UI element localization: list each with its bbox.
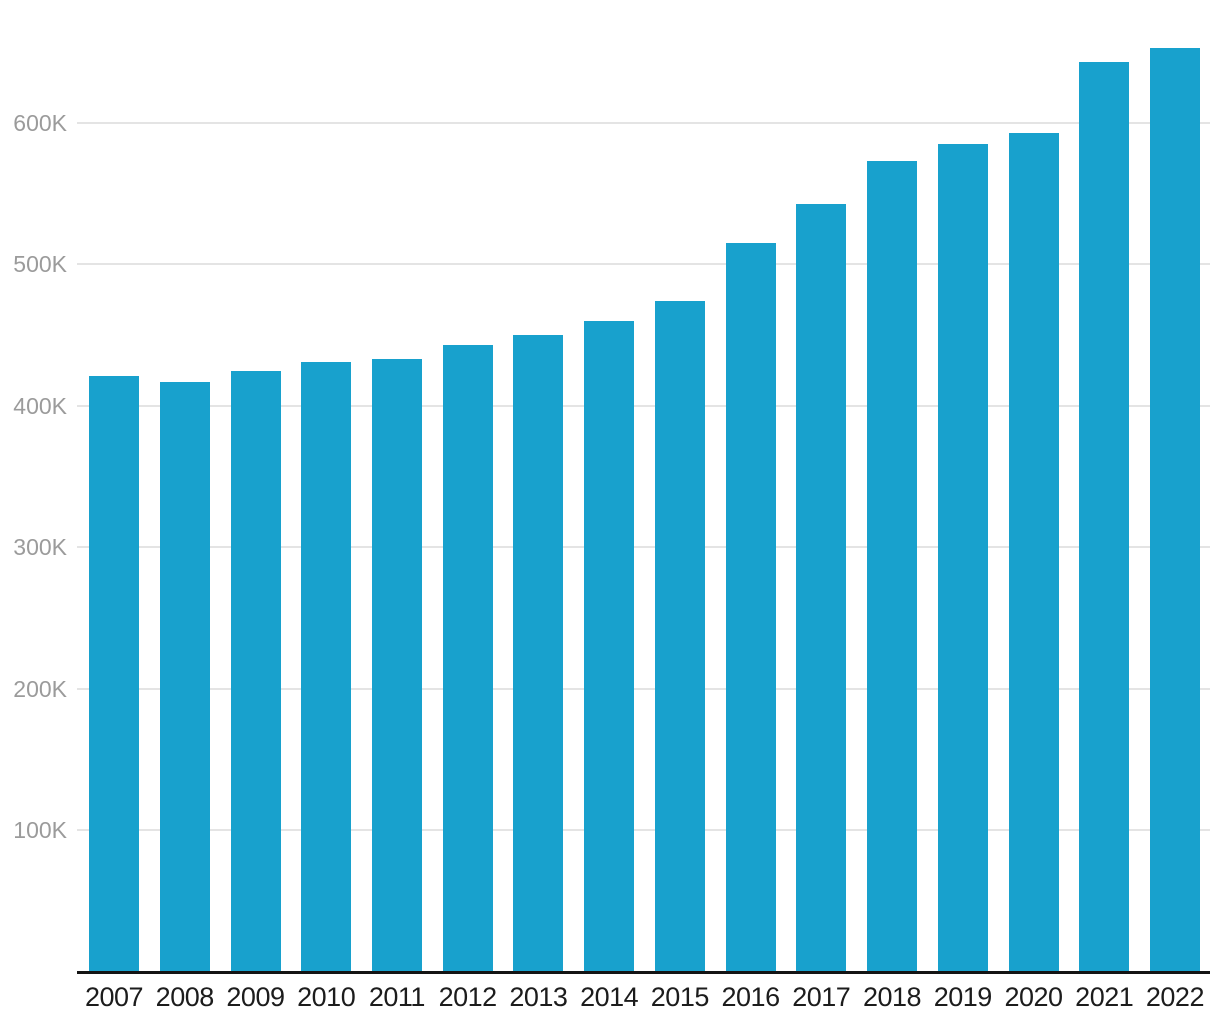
x-tick-label-2013: 2013 <box>509 982 568 1012</box>
gridline-100k <box>77 829 1210 831</box>
y-tick-label-100k: 100K <box>13 817 67 843</box>
bar-2013 <box>513 335 564 972</box>
x-tick-label-2020: 2020 <box>1004 982 1063 1012</box>
bar-2016 <box>725 243 776 972</box>
bar-2010 <box>301 362 352 972</box>
bar-2021 <box>1079 62 1130 972</box>
y-tick-label-200k: 200K <box>13 675 67 702</box>
gridline-600k <box>77 121 1210 124</box>
gridline-300k <box>77 546 1210 548</box>
bar-2017 <box>796 203 847 972</box>
gridline-500k <box>77 263 1210 265</box>
gridline-400k <box>77 404 1210 407</box>
y-tick-label-400k: 400K <box>13 392 67 419</box>
y-tick-label-500k: 500K <box>13 251 67 277</box>
x-tick-label-2019: 2019 <box>933 982 993 1012</box>
x-tick-label-2018: 2018 <box>862 982 922 1012</box>
gridline-200k <box>77 687 1210 690</box>
bar-2011 <box>371 359 422 972</box>
y-tick-label-300k: 300K <box>13 534 67 560</box>
x-tick-label-2015: 2015 <box>650 982 710 1012</box>
bar-2008 <box>159 381 210 972</box>
x-tick-label-2021: 2021 <box>1075 982 1134 1012</box>
x-tick-label-2014: 2014 <box>580 982 639 1012</box>
x-tick-label-2010: 2010 <box>297 982 356 1012</box>
bar-2012 <box>442 345 493 972</box>
bar-2018 <box>867 161 917 972</box>
x-tick-label-2009: 2009 <box>226 982 285 1012</box>
bar-2007 <box>89 376 139 972</box>
bar-2020 <box>1008 132 1059 972</box>
x-tick-label-2022: 2022 <box>1145 982 1205 1012</box>
x-tick-label-2012: 2012 <box>438 982 498 1012</box>
bar-2015 <box>654 301 705 972</box>
bar-2009 <box>230 370 281 972</box>
x-tick-label-2016: 2016 <box>721 982 781 1012</box>
y-tick-label-600k: 600K <box>13 109 67 136</box>
x-tick-label-2008: 2008 <box>155 982 215 1012</box>
x-tick-label-2011: 2011 <box>368 982 426 1012</box>
x-tick-label-2007: 2007 <box>84 982 144 1012</box>
bar-2022 <box>1150 48 1200 972</box>
x-axis-line <box>77 971 1210 974</box>
bar-2019 <box>937 144 988 972</box>
bar-2014 <box>584 321 635 972</box>
x-tick-label-2017: 2017 <box>792 982 851 1012</box>
